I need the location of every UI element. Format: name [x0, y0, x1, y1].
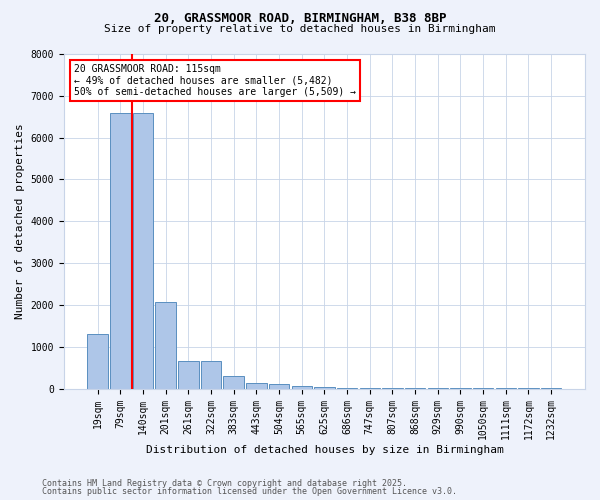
Bar: [178, 362, 199, 388]
Bar: [133, 112, 153, 388]
Bar: [223, 376, 244, 388]
Bar: [201, 362, 221, 388]
Text: Contains HM Land Registry data © Crown copyright and database right 2025.: Contains HM Land Registry data © Crown c…: [42, 478, 407, 488]
Bar: [110, 112, 131, 388]
Bar: [314, 386, 335, 388]
Bar: [246, 383, 266, 388]
X-axis label: Distribution of detached houses by size in Birmingham: Distribution of detached houses by size …: [146, 445, 503, 455]
Bar: [88, 334, 108, 388]
Text: Size of property relative to detached houses in Birmingham: Size of property relative to detached ho…: [104, 24, 496, 34]
Text: Contains public sector information licensed under the Open Government Licence v3: Contains public sector information licen…: [42, 488, 457, 496]
Y-axis label: Number of detached properties: Number of detached properties: [15, 124, 25, 319]
Bar: [269, 384, 289, 388]
Text: 20 GRASSMOOR ROAD: 115sqm
← 49% of detached houses are smaller (5,482)
50% of se: 20 GRASSMOOR ROAD: 115sqm ← 49% of detac…: [74, 64, 356, 97]
Bar: [155, 302, 176, 388]
Text: 20, GRASSMOOR ROAD, BIRMINGHAM, B38 8BP: 20, GRASSMOOR ROAD, BIRMINGHAM, B38 8BP: [154, 12, 446, 26]
Bar: [292, 386, 312, 388]
